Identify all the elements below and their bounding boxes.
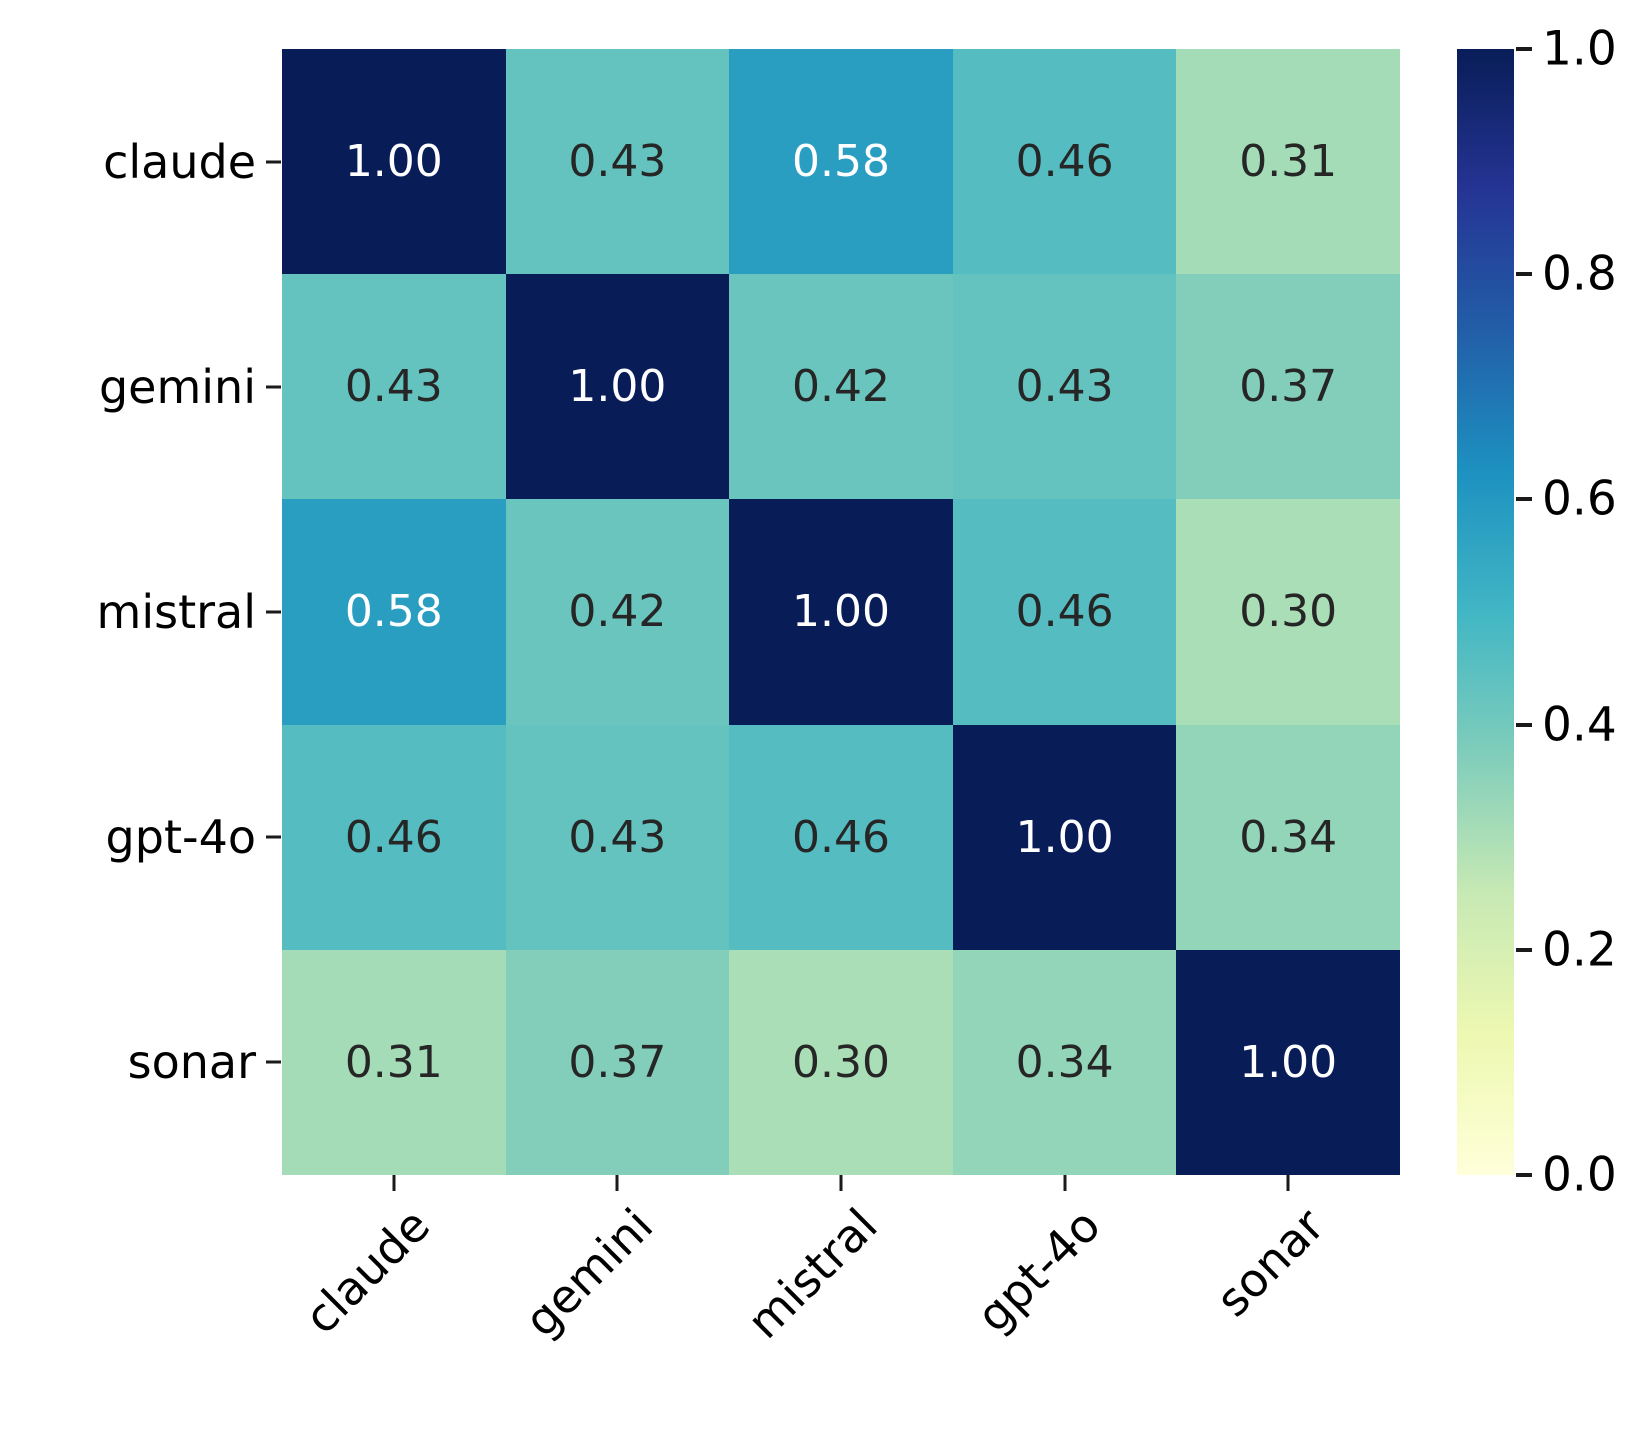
- heatmap-cell-sonar-gpt-4o: 0.34: [952, 949, 1177, 1175]
- x-tick-label-claude: claude: [293, 1198, 440, 1345]
- heatmap-grid: 1.00 0.43 0.58 0.46 0.31 0.43 1.00 0.42 0.43 0.37…: [282, 49, 1400, 1175]
- x-tick-mark: [1063, 1175, 1067, 1191]
- y-tick-mark: [266, 835, 281, 839]
- heatmap-cell-gemini-mistral: 0.42: [729, 274, 953, 500]
- x-tick-label-gpt-4o: gpt-4o: [966, 1198, 1111, 1343]
- heatmap-cell-gpt-4o-mistral: 0.46: [729, 724, 953, 950]
- y-tick-label-gpt-4o: gpt-4o: [105, 810, 256, 865]
- y-tick-mark: [266, 160, 281, 164]
- colorbar-tick-label-0.6: 0.6: [1542, 471, 1617, 527]
- heatmap-cell-sonar-gemini: 0.37: [505, 949, 730, 1175]
- colorbar-tick-mark: [1516, 1173, 1532, 1177]
- y-tick-label-gemini: gemini: [98, 359, 256, 414]
- heatmap-cell-sonar-sonar: 1.00: [1176, 949, 1400, 1175]
- colorbar-tick-mark: [1516, 272, 1532, 277]
- heatmap-cell-gpt-4o-claude: 0.46: [282, 724, 506, 950]
- y-tick-label-claude: claude: [103, 134, 256, 189]
- colorbar-tick-label-0.0: 0.0: [1542, 1147, 1617, 1203]
- colorbar-tick-label-1.0: 1.0: [1542, 21, 1617, 77]
- colorbar-tick-mark: [1516, 722, 1532, 727]
- y-tick-mark: [266, 610, 281, 614]
- x-tick-label-gemini: gemini: [514, 1198, 664, 1348]
- heatmap-cell-gemini-gpt-4o: 0.43: [952, 274, 1177, 500]
- heatmap-cell-sonar-mistral: 0.30: [729, 949, 953, 1175]
- x-tick-label-mistral: mistral: [736, 1198, 888, 1349]
- heatmap-cell-gemini-sonar: 0.37: [1176, 274, 1400, 500]
- heatmap-cell-gpt-4o-sonar: 0.34: [1176, 724, 1400, 950]
- colorbar: [1457, 49, 1514, 1175]
- heatmap-cell-claude-mistral: 0.58: [729, 49, 953, 275]
- colorbar-tick-label-0.4: 0.4: [1542, 697, 1617, 753]
- y-tick-mark: [266, 385, 281, 389]
- y-tick-label-mistral: mistral: [96, 585, 256, 639]
- heatmap-cell-gemini-gemini: 1.00: [505, 274, 730, 500]
- colorbar-tick-label-0.8: 0.8: [1542, 246, 1617, 302]
- colorbar-tick-mark: [1516, 947, 1532, 952]
- heatmap-cell-mistral-mistral: 1.00: [729, 499, 953, 725]
- colorbar-tick-mark: [1516, 47, 1532, 51]
- heatmap-cell-gemini-claude: 0.43: [282, 274, 506, 500]
- heatmap-cell-mistral-claude: 0.58: [282, 499, 506, 725]
- colorbar-tick-label-0.2: 0.2: [1542, 922, 1617, 978]
- heatmap-cell-mistral-gemini: 0.42: [505, 499, 730, 725]
- heatmap-cell-claude-claude: 1.00: [282, 49, 506, 275]
- x-tick-label-sonar: sonar: [1205, 1198, 1335, 1327]
- y-tick-label-sonar: sonar: [127, 1035, 256, 1090]
- heatmap-cell-mistral-sonar: 0.30: [1176, 499, 1400, 725]
- x-tick-mark: [839, 1175, 843, 1191]
- y-tick-mark: [266, 1060, 281, 1064]
- colorbar-tick-mark: [1516, 497, 1532, 502]
- heatmap-cell-claude-sonar: 0.31: [1176, 49, 1400, 275]
- heatmap-cell-gpt-4o-gemini: 0.43: [505, 724, 730, 950]
- x-tick-mark: [1286, 1175, 1290, 1191]
- heatmap-cell-mistral-gpt-4o: 0.46: [952, 499, 1177, 725]
- heatmap-cell-claude-gemini: 0.43: [505, 49, 730, 275]
- heatmap-cell-claude-gpt-4o: 0.46: [952, 49, 1177, 275]
- heatmap-cell-sonar-claude: 0.31: [282, 949, 506, 1175]
- x-tick-mark: [615, 1175, 619, 1191]
- heatmap-cell-gpt-4o-gpt-4o: 1.00: [952, 724, 1177, 950]
- x-tick-mark: [392, 1175, 396, 1191]
